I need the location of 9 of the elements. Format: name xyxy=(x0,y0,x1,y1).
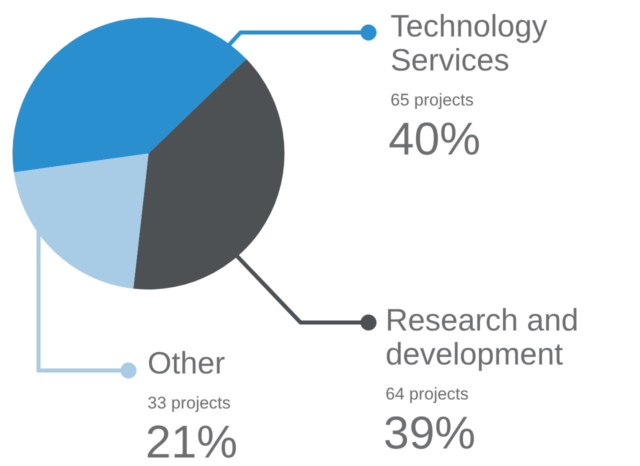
legend-label: Other xyxy=(148,346,226,380)
legend-label: Technology Services xyxy=(390,8,548,78)
text: 65 projects xyxy=(390,90,474,110)
data-label: 21% xyxy=(146,416,238,466)
data-label: 39% xyxy=(384,406,476,458)
text: 33 projects xyxy=(148,394,231,412)
legend-label: Research and development xyxy=(386,302,579,372)
data-label: 40% xyxy=(388,112,481,164)
text: 64 projects xyxy=(386,384,469,404)
